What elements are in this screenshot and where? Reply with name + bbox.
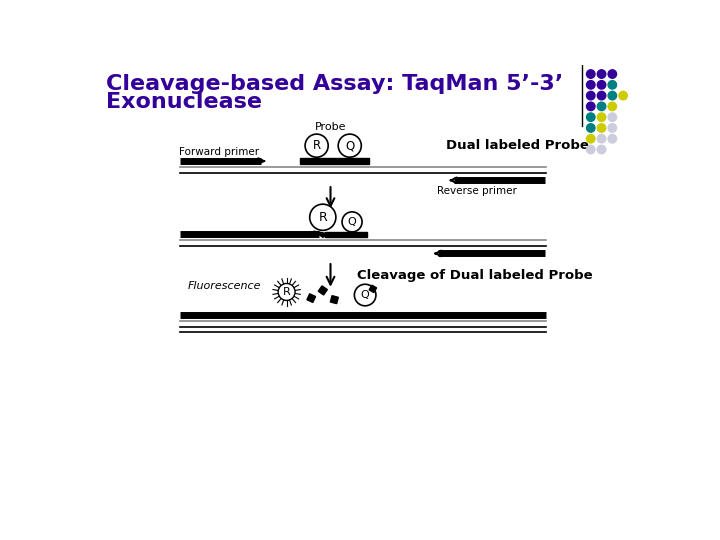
Circle shape	[587, 113, 595, 122]
Circle shape	[598, 145, 606, 154]
Circle shape	[608, 113, 616, 122]
Circle shape	[587, 124, 595, 132]
Circle shape	[587, 145, 595, 154]
Text: Cleavage of Dual labeled Probe: Cleavage of Dual labeled Probe	[357, 268, 593, 281]
Text: Exonuclease: Exonuclease	[106, 92, 261, 112]
Polygon shape	[314, 231, 330, 237]
Circle shape	[342, 212, 362, 232]
Polygon shape	[330, 295, 338, 303]
Circle shape	[619, 91, 627, 100]
Circle shape	[598, 134, 606, 143]
Circle shape	[598, 124, 606, 132]
Polygon shape	[307, 294, 315, 302]
Circle shape	[310, 204, 336, 231]
Circle shape	[587, 80, 595, 89]
Circle shape	[598, 102, 606, 111]
Circle shape	[608, 91, 616, 100]
Text: Q: Q	[361, 290, 369, 300]
Text: Q: Q	[348, 217, 356, 227]
Circle shape	[598, 80, 606, 89]
Circle shape	[608, 134, 616, 143]
Circle shape	[608, 124, 616, 132]
Text: Fluorescence: Fluorescence	[188, 281, 261, 291]
Circle shape	[354, 284, 376, 306]
Circle shape	[598, 113, 606, 122]
Bar	[300, 158, 369, 164]
Polygon shape	[318, 286, 328, 295]
Text: Reverse primer: Reverse primer	[437, 186, 517, 197]
Text: R: R	[312, 139, 320, 152]
Circle shape	[598, 70, 606, 78]
Circle shape	[598, 91, 606, 100]
Circle shape	[608, 80, 616, 89]
Text: Dual labeled Probe: Dual labeled Probe	[446, 139, 589, 152]
Circle shape	[587, 102, 595, 111]
Bar	[325, 232, 367, 237]
Polygon shape	[369, 285, 377, 293]
Text: Forward primer: Forward primer	[179, 147, 259, 157]
Circle shape	[587, 91, 595, 100]
Circle shape	[305, 134, 328, 157]
Circle shape	[608, 70, 616, 78]
Circle shape	[587, 134, 595, 143]
Text: R: R	[318, 211, 327, 224]
Text: Probe: Probe	[315, 122, 346, 132]
Circle shape	[587, 70, 595, 78]
Circle shape	[608, 102, 616, 111]
Text: Cleavage-based Assay: TaqMan 5’-3’: Cleavage-based Assay: TaqMan 5’-3’	[106, 74, 563, 94]
Circle shape	[338, 134, 361, 157]
Text: Q: Q	[345, 139, 354, 152]
Text: R: R	[283, 287, 290, 297]
Circle shape	[278, 284, 295, 300]
